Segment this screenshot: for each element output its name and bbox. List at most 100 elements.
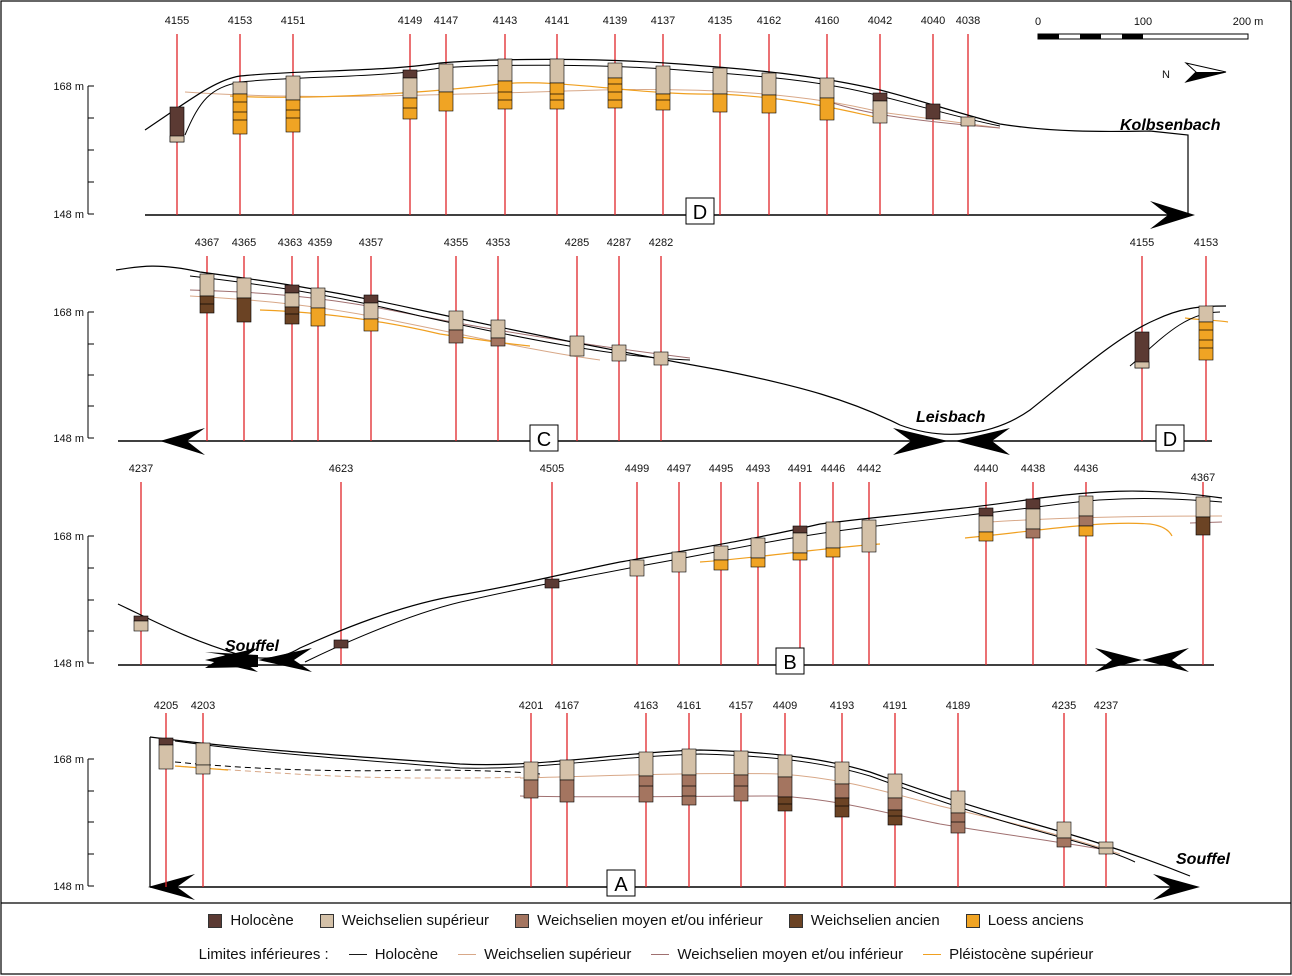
borehole-label: 4436 <box>1074 463 1098 475</box>
borehole-label: 4440 <box>974 463 998 475</box>
legend-limits: Limites inférieures : Holocène Weichseli… <box>0 946 1292 963</box>
legend-item: Holocène <box>208 912 294 929</box>
borehole-label: 4495 <box>709 463 733 475</box>
legend-item: Holocène <box>348 946 439 963</box>
legend-label: Weichselien ancien <box>810 912 940 929</box>
borehole-label: 4155 <box>1130 237 1154 249</box>
section-C: 168 m 148 m 4367 4365 4363 4359 4357 435… <box>53 237 1229 455</box>
borehole-label: 4163 <box>634 700 658 712</box>
borehole-label: 4042 <box>868 15 892 27</box>
borehole-label: 4409 <box>773 700 797 712</box>
legend-units: Holocène Weichselien supérieur Weichseli… <box>0 912 1292 929</box>
borehole-label: 4160 <box>815 15 839 27</box>
elevation-label-168: 168 m <box>53 754 84 766</box>
section-letter: B <box>783 652 796 674</box>
borehole-label: 4282 <box>649 237 673 249</box>
borehole-label: 4446 <box>821 463 845 475</box>
legend-item: Weichselien ancien <box>788 912 940 929</box>
legend-label: Weichselien moyen et/ou inférieur <box>677 946 904 963</box>
borehole-label: 4038 <box>956 15 980 27</box>
legend-item: Pléistocène supérieur <box>923 946 1093 963</box>
borehole-label: 4155 <box>165 15 189 27</box>
borehole-label: 4287 <box>607 237 631 249</box>
borehole-label: 4147 <box>434 15 458 27</box>
borehole-label: 4235 <box>1052 700 1076 712</box>
legend-label: Weichselien moyen et/ou inférieur <box>537 912 763 929</box>
borehole-label: 4353 <box>486 237 510 249</box>
legend-swatch-weichselien-superieur <box>319 913 334 928</box>
legend-item: Weichselien moyen et/ou inférieur <box>515 912 763 929</box>
legend-label: Weichselien supérieur <box>484 946 632 963</box>
borehole-label: 4162 <box>757 15 781 27</box>
borehole-label: 4191 <box>883 700 907 712</box>
borehole-label: 4237 <box>129 463 153 475</box>
river-label-souffel: Souffel <box>1176 851 1230 868</box>
borehole-label: 4203 <box>191 700 215 712</box>
legend-item: Weichselien supérieur <box>458 946 631 963</box>
legend-line-weichselien-superieur <box>458 954 477 955</box>
legend-item: Loess anciens <box>965 912 1084 929</box>
section-letter: D <box>693 202 707 224</box>
section-B: 168 m 148 m 4237 4623 4505 4499 4497 449… <box>53 463 1223 675</box>
section-letter: C <box>537 429 551 451</box>
borehole-label: 4491 <box>788 463 812 475</box>
borehole-label: 4137 <box>651 15 675 27</box>
legend-swatch-weichselien-moyen <box>515 913 530 928</box>
borehole-label: 4359 <box>308 237 332 249</box>
borehole-label: 4149 <box>398 15 422 27</box>
borehole-label: 4505 <box>540 463 564 475</box>
borehole-label: 4367 <box>195 237 219 249</box>
section-A: 168 m 148 m 4205 4203 4201 4167 4163 416… <box>53 700 1230 900</box>
borehole-label: 4141 <box>545 15 569 27</box>
elevation-label-148: 148 m <box>53 658 84 670</box>
borehole-label: 4623 <box>329 463 353 475</box>
legend-item: Weichselien moyen et/ou inférieur <box>651 946 903 963</box>
section-D: 168 m 148 m 4155 4153 4151 4149 4147 414… <box>53 15 1221 229</box>
legend-line-holocene <box>348 954 367 955</box>
borehole-label: 4040 <box>921 15 945 27</box>
elevation-axis: 168 m 148 m <box>53 531 94 670</box>
scale-label-100: 100 <box>1134 16 1152 28</box>
elevation-label-148: 148 m <box>53 881 84 893</box>
legend-label: Loess anciens <box>987 912 1084 929</box>
borehole-label: 4357 <box>359 237 383 249</box>
borehole-label: 4499 <box>625 463 649 475</box>
borehole-label: 4285 <box>565 237 589 249</box>
borehole-label: 4189 <box>946 700 970 712</box>
legend-line-pleistocene-superieur <box>923 954 942 955</box>
river-label-kolbsenbach: Kolbsenbach <box>1120 117 1221 134</box>
borehole-label: 4151 <box>281 15 305 27</box>
legend-line-weichselien-moyen <box>651 954 670 955</box>
borehole-label: 4363 <box>278 237 302 249</box>
elevation-label-168: 168 m <box>53 531 84 543</box>
borehole-label: 4493 <box>746 463 770 475</box>
legend-swatch-holocene <box>208 913 223 928</box>
borehole-label: 4367 <box>1191 472 1215 484</box>
scale-bar: 0 100 200 m <box>1035 16 1264 40</box>
legend-limits-title: Limites inférieures : <box>198 946 329 963</box>
elevation-axis: 168 m 148 m <box>53 307 94 445</box>
borehole-label: 4205 <box>154 700 178 712</box>
legend-label: Holocène <box>230 912 294 929</box>
borehole-label: 4157 <box>729 700 753 712</box>
legend-item: Weichselien supérieur <box>319 912 489 929</box>
north-arrow-icon: N <box>1162 62 1227 83</box>
borehole-label: 4355 <box>444 237 468 249</box>
legend-swatch-loess-anciens <box>965 913 980 928</box>
elevation-label-168: 168 m <box>53 81 84 93</box>
borehole-label: 4143 <box>493 15 517 27</box>
legend-label: Pléistocène supérieur <box>949 946 1094 963</box>
river-label-leisbach: Leisbach <box>916 409 986 426</box>
scale-label-0: 0 <box>1035 16 1041 28</box>
elevation-axis: 168 m 148 m <box>53 81 94 221</box>
elevation-label-148: 148 m <box>53 209 84 221</box>
borehole-label: 4438 <box>1021 463 1045 475</box>
section-letter-right: D <box>1163 429 1177 451</box>
north-label: N <box>1162 69 1170 81</box>
borehole-label: 4167 <box>555 700 579 712</box>
scale-label-200: 200 m <box>1233 16 1264 28</box>
elevation-axis: 168 m 148 m <box>53 754 94 893</box>
legend-label: Holocène <box>374 946 439 963</box>
